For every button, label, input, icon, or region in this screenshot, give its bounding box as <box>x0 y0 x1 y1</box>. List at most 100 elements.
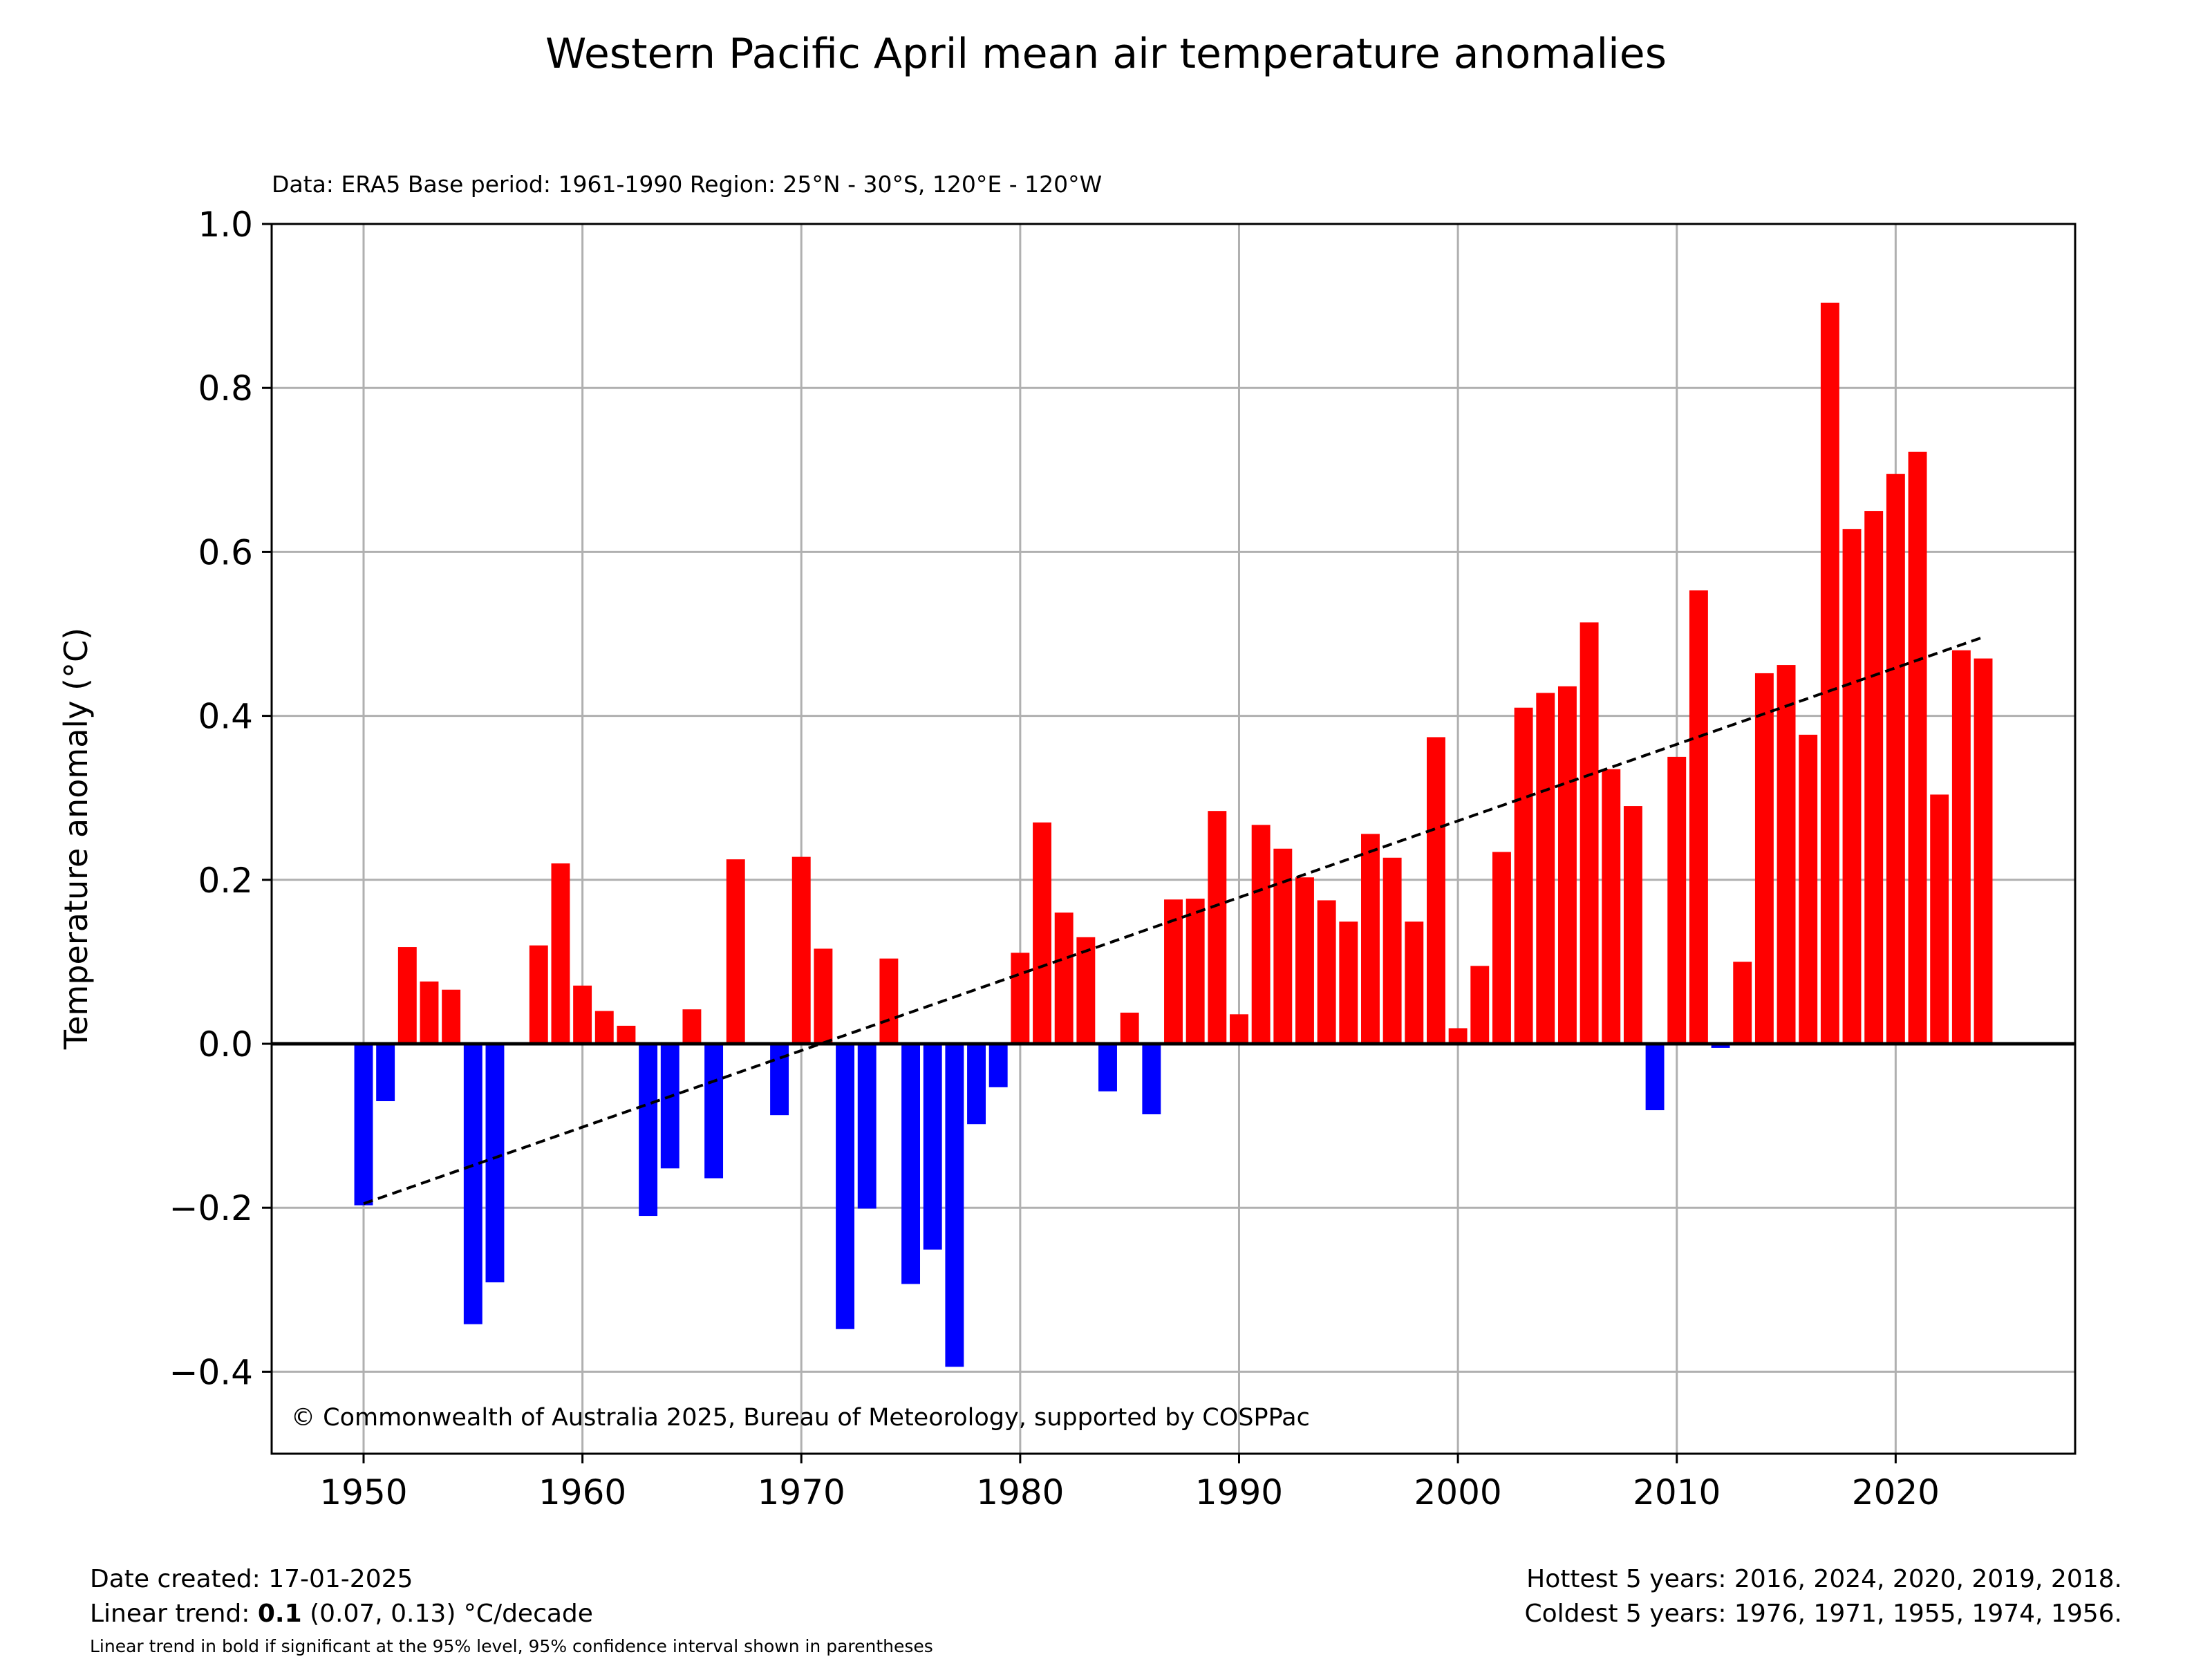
bar-1966 <box>704 1044 724 1179</box>
trend-prefix: Linear trend: <box>90 1600 258 1628</box>
bar-2011 <box>1689 590 1708 1044</box>
bar-1959 <box>551 863 570 1044</box>
y-tick-label: 0.4 <box>198 697 253 737</box>
bar-1995 <box>1339 921 1358 1044</box>
x-tick-label: 1950 <box>319 1472 407 1512</box>
bar-2000 <box>1448 1028 1468 1044</box>
x-tick-label: 1980 <box>976 1472 1064 1512</box>
bar-1952 <box>397 947 417 1044</box>
chart-subtitle: Data: ERA5 Base period: 1961-1990 Region… <box>272 171 1102 198</box>
bar-2014 <box>1754 673 1774 1044</box>
copyright-annotation: © Commonwealth of Australia 2025, Bureau… <box>291 1404 1310 1432</box>
trend-footnote: Linear trend in bold if significant at t… <box>90 1636 933 1656</box>
bar-1998 <box>1405 921 1424 1044</box>
hottest-years: Hottest 5 years: 2016, 2024, 2020, 2019,… <box>1526 1565 2122 1593</box>
axis-ticks: 1950 1960 1970 1980 1990 2000 2010 2020 −0.4 −0.2… <box>169 205 1940 1512</box>
trend-suffix: (0.07, 0.13) °C/decade <box>301 1600 593 1628</box>
bar-2009 <box>1645 1044 1665 1111</box>
bar-1971 <box>814 948 833 1044</box>
bar-2024 <box>1974 658 1993 1044</box>
bar-1950 <box>354 1044 373 1206</box>
y-tick-label: 0.8 <box>198 368 253 409</box>
bar-2016 <box>1799 734 1818 1044</box>
linear-trend-line <box>363 635 1984 1206</box>
x-tick-label: 2010 <box>1633 1472 1721 1512</box>
bar-1990 <box>1230 1014 1248 1044</box>
bar-1981 <box>1033 822 1051 1044</box>
bar-1999 <box>1426 737 1445 1044</box>
bar-2021 <box>1908 451 1927 1044</box>
y-axis-label: Temperature anomaly (°C) <box>57 628 95 1050</box>
bar-2023 <box>1951 650 1971 1044</box>
bar-2001 <box>1470 966 1490 1044</box>
bar-1980 <box>1011 953 1030 1044</box>
bar-1962 <box>617 1025 636 1044</box>
bar-1965 <box>682 1009 702 1044</box>
bar-1960 <box>573 985 592 1044</box>
bar-1951 <box>376 1044 395 1102</box>
bar-1988 <box>1185 899 1205 1044</box>
bar-2003 <box>1514 707 1533 1044</box>
y-tick-label: −0.2 <box>169 1188 253 1228</box>
bar-1991 <box>1251 825 1271 1044</box>
bar-2004 <box>1536 693 1555 1044</box>
bar-1970 <box>791 856 811 1044</box>
bar-1964 <box>660 1044 679 1169</box>
bar-2008 <box>1623 806 1642 1044</box>
bar-1961 <box>594 1011 614 1044</box>
bar-1954 <box>442 989 461 1044</box>
bar-2022 <box>1930 794 1949 1044</box>
y-tick-label: 1.0 <box>198 205 253 245</box>
bar-1972 <box>836 1044 855 1329</box>
x-tick-label: 1960 <box>538 1472 626 1512</box>
bar-1953 <box>420 981 439 1044</box>
x-tick-label: 2000 <box>1414 1472 1501 1512</box>
coldest-years: Coldest 5 years: 1976, 1971, 1955, 1974,… <box>1524 1600 2122 1628</box>
bar-1955 <box>463 1044 482 1324</box>
y-tick-label: 0.6 <box>198 532 253 572</box>
bar-1997 <box>1382 857 1402 1044</box>
trend-value: 0.1 <box>257 1600 302 1628</box>
bar-1983 <box>1076 937 1096 1044</box>
bar-1984 <box>1098 1044 1117 1091</box>
bar-1977 <box>945 1044 964 1367</box>
chart-title: Western Pacific April mean air temperatu… <box>545 30 1667 78</box>
bar-1963 <box>639 1044 658 1217</box>
bar-1982 <box>1054 912 1074 1044</box>
bar-2019 <box>1864 511 1884 1044</box>
date-created: Date created: 17-01-2025 <box>90 1565 413 1593</box>
bar-2013 <box>1733 962 1752 1044</box>
bar-1979 <box>988 1044 1008 1087</box>
bar-1994 <box>1317 900 1336 1044</box>
bar-series <box>354 302 1993 1367</box>
y-tick-label: 0.2 <box>198 861 253 901</box>
plot-frame <box>270 223 2077 1455</box>
bar-2002 <box>1492 852 1511 1044</box>
linear-trend-text: Linear trend: 0.1 (0.07, 0.13) °C/decade <box>90 1597 593 1631</box>
bar-2020 <box>1886 474 1905 1044</box>
bar-1976 <box>923 1044 942 1250</box>
bar-1974 <box>879 958 899 1044</box>
bar-1975 <box>901 1044 921 1284</box>
bar-1989 <box>1208 811 1227 1044</box>
bar-1986 <box>1142 1044 1161 1114</box>
y-tick-label: 0.0 <box>198 1024 253 1065</box>
bar-2012 <box>1711 1044 1730 1048</box>
x-tick-label: 2020 <box>1852 1472 1940 1512</box>
x-tick-label: 1970 <box>758 1472 845 1512</box>
bar-1967 <box>726 859 745 1044</box>
bar-2005 <box>1557 686 1577 1044</box>
bar-1993 <box>1295 877 1314 1044</box>
bar-2015 <box>1777 665 1796 1044</box>
bar-1996 <box>1361 834 1380 1044</box>
bar-1992 <box>1273 848 1293 1044</box>
y-tick-label: −0.4 <box>169 1352 253 1392</box>
bar-2006 <box>1580 622 1599 1044</box>
bar-1958 <box>529 945 548 1044</box>
bar-2018 <box>1842 529 1862 1044</box>
bar-1973 <box>857 1044 877 1209</box>
bar-2007 <box>1602 769 1621 1044</box>
bar-1985 <box>1120 1012 1139 1044</box>
x-tick-label: 1990 <box>1195 1472 1283 1512</box>
